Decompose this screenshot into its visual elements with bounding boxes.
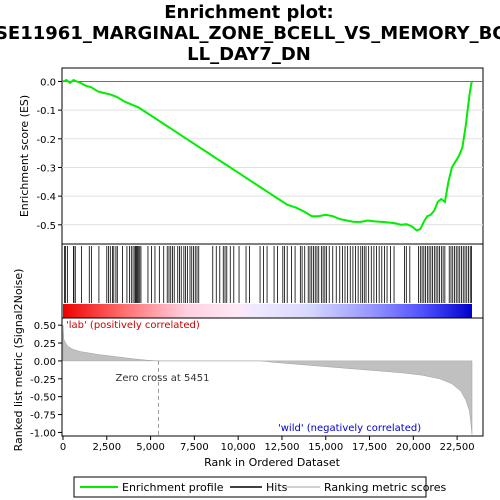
metric-yticks: 0.50 0.25 0.00 -0.25 -0.50 -0.75 -1.00 (30, 321, 62, 439)
xtick-label: 22,500 (440, 442, 475, 453)
es-yticks: 0.0 -0.1 -0.2 -0.3 -0.4 -0.5 (36, 77, 62, 232)
es-ytick-label: -0.4 (36, 192, 56, 203)
legend-es-label: Enrichment profile (122, 481, 224, 494)
xtick-label: 20,000 (396, 442, 431, 453)
es-panel (61, 67, 484, 245)
xtick-label: 10,000 (221, 442, 256, 453)
metric-ytick-label: 0.50 (34, 321, 56, 332)
es-ytick-label: -0.2 (36, 135, 56, 146)
metric-ytick-label: -0.50 (30, 393, 56, 404)
ranking-color-band (63, 304, 472, 318)
metric-panel (61, 317, 484, 437)
metric-ytick-label: -0.75 (30, 411, 56, 422)
metric-ytick-label: -0.25 (30, 375, 56, 386)
xtick-label: 7,500 (180, 442, 209, 453)
metric-ytick-label: 0.00 (34, 357, 56, 368)
positive-label: 'lab' (positively correlated) (66, 320, 200, 331)
es-ytick-label: -0.1 (36, 106, 56, 117)
metric-xticks: 0 2,500 5,000 7,500 10,000 12,500 15,000 17,500… (60, 436, 475, 453)
metric-ytick-label: -1.00 (30, 428, 56, 439)
legend-hits-label: Hits (266, 481, 288, 494)
xtick-label: 12,500 (264, 442, 299, 453)
xtick-label: 17,500 (352, 442, 387, 453)
title-line-1: Enrichment plot: (164, 2, 334, 23)
es-ytick-label: -0.3 (36, 163, 56, 174)
metric-ylabel: Ranked list metric (Signal2Noise) (12, 269, 25, 452)
x-axis-label: Rank in Ordered Dataset (204, 456, 341, 469)
legend-metric-label: Ranking metric scores (324, 481, 446, 494)
metric-ytick-label: 0.25 (34, 339, 56, 350)
xtick-label: 15,000 (308, 442, 343, 453)
metric-area (62, 325, 473, 435)
es-ylabel: Enrichment score (ES) (18, 95, 31, 217)
xtick-label: 5,000 (136, 442, 165, 453)
zero-cross-label: Zero cross at 5451 (115, 373, 209, 384)
es-ytick-label: -0.5 (36, 221, 56, 232)
xtick-label: 2,500 (92, 442, 121, 453)
xtick-label: 0 (60, 442, 66, 453)
title-line-3: LL_DAY7_DN (187, 44, 311, 65)
es-ytick-label: 0.0 (40, 77, 56, 88)
title-line-2: GSE11961_MARGINAL_ZONE_BCELL_VS_MEMORY_B… (0, 23, 500, 44)
es-curve (62, 78, 473, 232)
hit-markers (64, 246, 472, 303)
negative-label: 'wild' (negatively correlated) (278, 423, 421, 434)
